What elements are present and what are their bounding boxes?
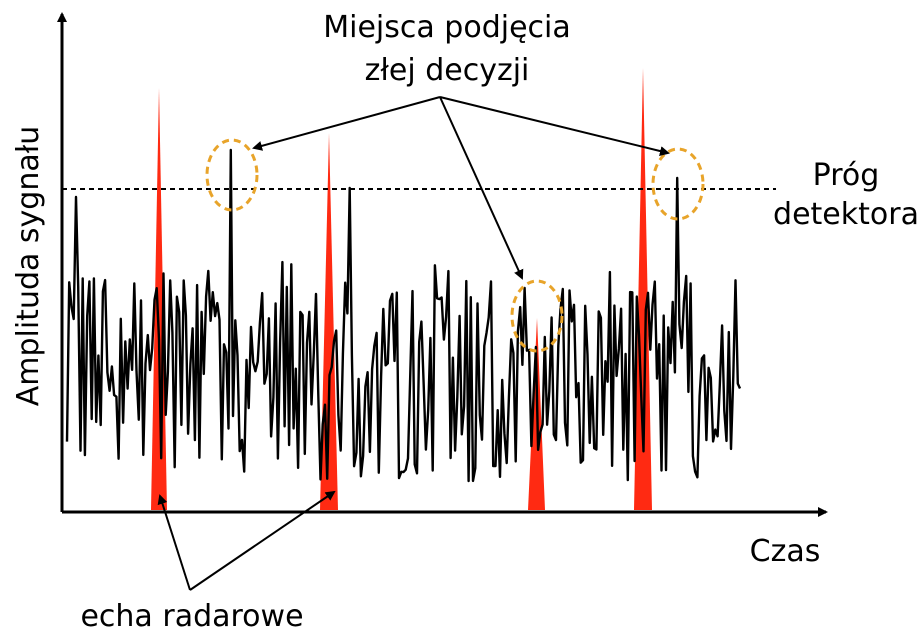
arrow-to-false-alarm-1 <box>252 96 441 151</box>
axes <box>57 12 828 517</box>
false-alarm-circle-3 <box>651 147 705 221</box>
threshold-label-line2: detektora <box>773 197 919 232</box>
echoes-label: echa radarowe <box>80 599 303 634</box>
arrow-to-false-alarm-3 <box>439 96 670 156</box>
false-alarm-label-line2: złej decyzji <box>365 53 530 88</box>
arrow-to-echo-2 <box>189 490 336 591</box>
signal-trace <box>65 148 742 483</box>
false-alarm-label-line1: Miejsca podjęcia <box>323 10 571 45</box>
threshold-label-line1: Próg <box>813 158 880 193</box>
arrow-to-echo-1 <box>157 494 191 591</box>
false-alarm-circle-2 <box>510 279 564 353</box>
false-alarm-circle-1 <box>205 138 259 212</box>
arrow-to-false-alarm-2 <box>439 96 524 280</box>
radar-echo-4 <box>634 68 652 510</box>
y-axis-label: Amplituda sygnału <box>11 126 46 407</box>
x-axis-label: Czas <box>750 534 821 569</box>
